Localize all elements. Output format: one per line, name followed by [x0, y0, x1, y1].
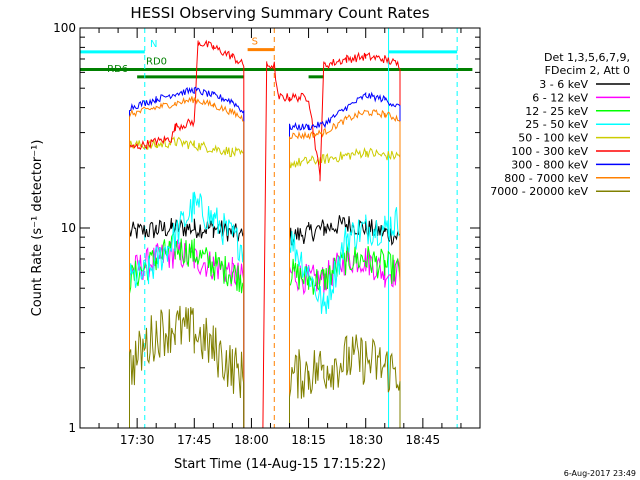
flag-label: RD0 [146, 57, 167, 68]
flag-bars: N S RD0 RD6 [80, 37, 473, 79]
legend-label: 25 - 50 keV [525, 118, 588, 131]
series-trace [129, 96, 245, 428]
x-tick-label: 18:15 [291, 433, 326, 447]
x-tick-label: 18:00 [234, 433, 269, 447]
x-tick-label: 17:45 [177, 433, 212, 447]
legend-label: 7000 - 20000 keV [490, 185, 588, 198]
x-axis-ticks: 17:30 17:45 18:00 18:15 18:30 18:45 [79, 28, 481, 447]
series-trace [129, 305, 245, 428]
x-tick-label: 17:30 [120, 433, 155, 447]
flag-label: S [252, 37, 258, 48]
legend-label: 800 - 7000 keV [504, 172, 588, 185]
legend-label: 6 - 12 keV [532, 91, 588, 104]
series-50-100kev [129, 136, 401, 428]
legend-label: 50 - 100 keV [518, 132, 588, 145]
legend-label: 3 - 6 keV [539, 78, 588, 91]
series-trace [289, 91, 401, 428]
legend-label: 12 - 25 keV [525, 105, 588, 118]
series-trace [129, 86, 245, 428]
series-trace [289, 243, 401, 428]
chart-title: HESSI Observing Summary Count Rates [130, 4, 429, 22]
series-trace [129, 39, 245, 428]
flag-label: N [150, 39, 157, 50]
series-3-6kev [129, 215, 401, 428]
series-trace [289, 109, 401, 428]
y-tick-label: 100 [53, 21, 76, 35]
y-tick-label: 1 [68, 421, 76, 435]
series-trace [289, 215, 401, 428]
series-trace [129, 136, 245, 428]
legend-label: 300 - 800 keV [511, 158, 588, 171]
series-trace [262, 51, 401, 429]
series-trace [289, 334, 401, 428]
legend-header: Det 1,3,5,6,7,9, [544, 51, 630, 64]
legend: Det 1,3,5,6,7,9,FDecim 2, Att 03 - 6 keV… [490, 51, 630, 198]
series-800-7000kev [129, 96, 401, 428]
footer-date: 6-Aug-2017 23:49 [564, 469, 636, 478]
series-trace [289, 207, 401, 428]
y-axis-label: Count Rate (s⁻¹ detector⁻¹) [30, 140, 45, 317]
y-axis-ticks: 1 10 100 [53, 21, 480, 435]
x-tick-label: 18:30 [348, 433, 383, 447]
series-trace [129, 191, 245, 428]
y-tick-label: 10 [61, 221, 76, 235]
series-7000-20000kev [129, 305, 401, 428]
series-trace [129, 218, 245, 428]
flag-label: RD6 [107, 64, 128, 75]
series-25-50kev [129, 191, 401, 428]
series-100-300kev [129, 39, 401, 429]
plot-frame [79, 27, 481, 429]
legend-header: FDecim 2, Att 0 [545, 64, 630, 77]
legend-label: 100 - 300 keV [511, 145, 588, 158]
series-lines [129, 39, 401, 429]
series-300-800kev [129, 86, 401, 428]
x-axis-label: Start Time (14-Aug-15 17:15:22) [174, 457, 386, 472]
x-tick-label: 18:45 [406, 433, 441, 447]
series-trace [289, 147, 401, 428]
